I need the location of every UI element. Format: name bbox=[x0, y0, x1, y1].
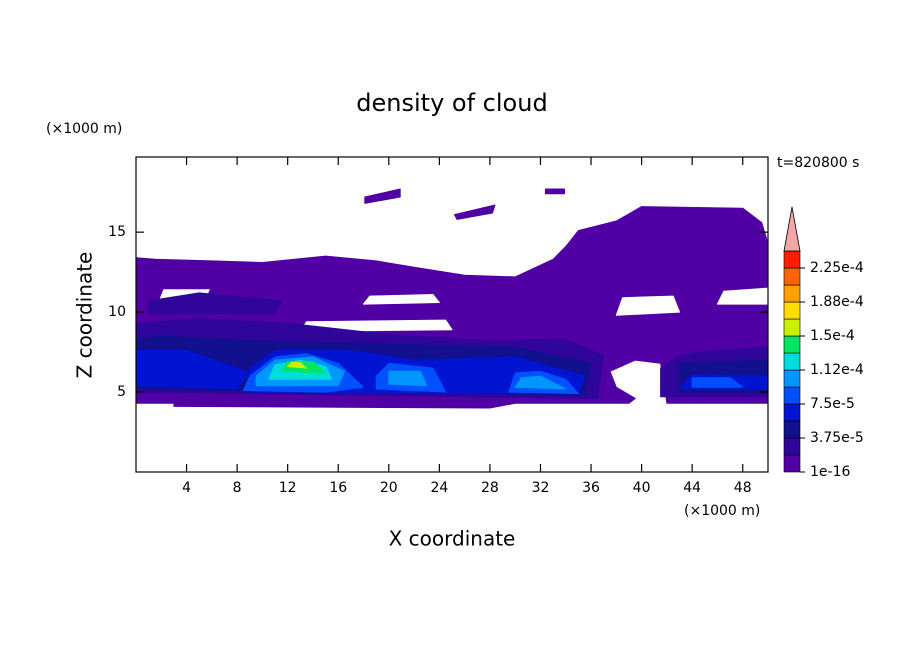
plot-frame bbox=[135, 156, 769, 473]
y-tick-label: 15 bbox=[108, 224, 126, 240]
colorbar-band bbox=[783, 267, 801, 286]
x-tick-label: 4 bbox=[182, 480, 191, 496]
colorbar: 1e-16 3.75e-5 7.5e-5 1.12e-4 1.5e-4 1.88e-4 2.… bbox=[783, 206, 864, 480]
y-tick-label: 5 bbox=[117, 384, 126, 400]
colorbar-band bbox=[783, 352, 801, 371]
contour-region bbox=[388, 370, 428, 387]
x-unit: (×1000 m) bbox=[684, 503, 760, 519]
colorbar-tick-label: 2.25e-4 bbox=[810, 260, 864, 276]
x-tick-label: 8 bbox=[233, 480, 242, 496]
colorbar-band bbox=[783, 420, 801, 439]
x-axis-label: X coordinate bbox=[389, 527, 516, 551]
y-axis-label: Z coordinate bbox=[73, 252, 97, 379]
contour-region bbox=[364, 188, 401, 204]
y-unit: (×1000 m) bbox=[46, 121, 122, 137]
x-tick-label: 24 bbox=[430, 480, 448, 496]
x-tick-label: 20 bbox=[380, 480, 398, 496]
colorbar-band bbox=[783, 403, 801, 422]
x-tick-label: 32 bbox=[532, 480, 550, 496]
contour-region bbox=[148, 292, 282, 315]
colorbar-band bbox=[783, 284, 801, 303]
colorbar-tick-label: 1.12e-4 bbox=[810, 362, 864, 378]
x-tick-label: 48 bbox=[734, 480, 752, 496]
colorbar-band bbox=[783, 318, 801, 337]
colorbar-tick-label: 1e-16 bbox=[810, 464, 850, 480]
chart-title: density of cloud bbox=[356, 89, 547, 117]
x-tick-label: 16 bbox=[329, 480, 347, 496]
colorbar-tick-label: 1.88e-4 bbox=[810, 294, 864, 310]
colorbar-band bbox=[783, 454, 801, 473]
contour-region bbox=[454, 204, 496, 220]
contour-region bbox=[545, 188, 565, 195]
blank-region bbox=[615, 295, 680, 316]
colorbar-band bbox=[783, 386, 801, 405]
time-annotation: t=820800 s bbox=[777, 155, 859, 171]
colorbar-band bbox=[783, 369, 801, 388]
y-tick-label: 10 bbox=[108, 304, 126, 320]
x-tick-label: 12 bbox=[279, 480, 297, 496]
x-tick-label: 36 bbox=[582, 480, 600, 496]
x-tick-label: 40 bbox=[633, 480, 651, 496]
colorbar-over-arrow bbox=[783, 206, 801, 252]
colorbar-band bbox=[783, 301, 801, 320]
x-tick-label: 28 bbox=[481, 480, 499, 496]
colorbar-tick-label: 3.75e-5 bbox=[810, 430, 864, 446]
contour-region bbox=[691, 377, 744, 388]
contour-region bbox=[287, 362, 308, 369]
blank-region bbox=[363, 294, 440, 305]
colorbar-tick-label: 1.5e-4 bbox=[810, 328, 855, 344]
contour-region bbox=[514, 375, 567, 390]
colorbar-tick-label: 7.5e-5 bbox=[810, 396, 855, 412]
colorbar-band bbox=[783, 250, 801, 269]
colorbar-band bbox=[783, 437, 801, 456]
plot-area bbox=[135, 188, 769, 409]
x-tick-label: 44 bbox=[683, 480, 701, 496]
colorbar-band bbox=[783, 335, 801, 354]
